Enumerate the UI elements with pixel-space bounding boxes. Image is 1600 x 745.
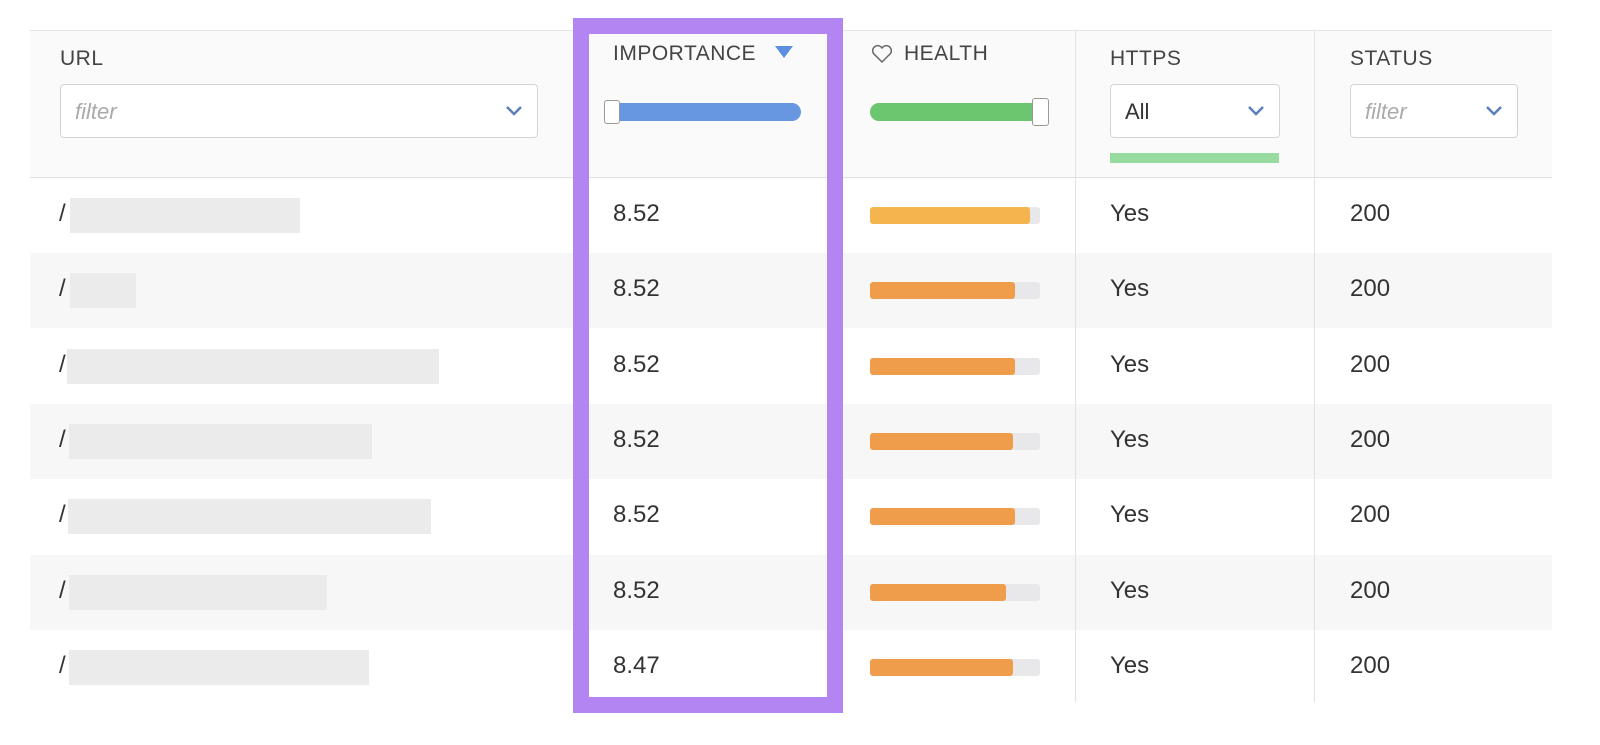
chevron-icon — [1248, 106, 1264, 116]
url-cell: / — [59, 651, 66, 679]
status-cell: 200 — [1350, 425, 1391, 453]
health-bar — [870, 508, 1015, 526]
filter-placeholder: filter — [1365, 99, 1407, 124]
health-bar-track — [870, 432, 1040, 450]
filter-active-indicator — [1110, 153, 1279, 163]
redacted-url — [67, 348, 439, 384]
importance-cell: 8.52 — [613, 200, 660, 227]
https-cell: Yes — [1110, 200, 1150, 227]
health-bar — [870, 207, 1030, 224]
url-cell: / — [59, 501, 66, 529]
redacted-url — [69, 574, 327, 610]
table-row: / 8.52 Yes 200 — [30, 403, 1552, 479]
status-cell: 200 — [1350, 651, 1391, 679]
health-bar-track — [870, 508, 1040, 526]
highlight-frame — [573, 18, 843, 713]
redacted-url — [70, 273, 136, 309]
filter-placeholder: filter — [75, 99, 117, 124]
column-divider — [1314, 30, 1315, 702]
redacted-url — [68, 499, 431, 535]
heart-icon — [871, 44, 893, 64]
health-bar — [870, 583, 1006, 601]
health-header[interactable]: HEALTH — [904, 42, 989, 65]
status-cell: 200 — [1350, 350, 1391, 378]
url-cell: / — [59, 425, 66, 453]
importance-cell: 8.52 — [613, 350, 660, 378]
https-cell: Yes — [1110, 576, 1150, 604]
redacted-url — [69, 649, 369, 685]
redacted-url — [69, 423, 372, 459]
https-header[interactable]: HTTPS — [1110, 47, 1182, 70]
health-bar-track — [870, 282, 1040, 300]
redacted-url — [70, 198, 300, 233]
chevron-icon — [506, 106, 522, 116]
column-divider — [1075, 30, 1076, 702]
https-filter[interactable]: All — [1110, 84, 1280, 138]
health-bar-track — [870, 207, 1040, 224]
health-bar — [870, 282, 1015, 300]
table-row: / 8.52 Yes 200 — [30, 178, 1552, 253]
table-row: / 8.52 Yes 200 — [30, 253, 1552, 329]
url-filter[interactable]: filter — [60, 84, 538, 138]
slider-handle[interactable] — [604, 100, 620, 124]
status-header[interactable]: STATUS — [1350, 47, 1433, 70]
status-filter[interactable]: filter — [1350, 84, 1518, 138]
url-cell: / — [59, 200, 66, 227]
url-cell: / — [59, 350, 66, 378]
https-cell: Yes — [1110, 350, 1150, 378]
chevron-icon — [1486, 106, 1502, 116]
status-cell: 200 — [1350, 501, 1391, 529]
table-row: / 8.52 Yes 200 — [30, 554, 1552, 630]
importance-cell: 8.52 — [613, 576, 660, 604]
importance-cell: 8.47 — [613, 651, 660, 679]
https-cell: Yes — [1110, 651, 1150, 679]
sort-arrow[interactable] — [775, 46, 793, 59]
https-cell: Yes — [1110, 425, 1150, 453]
health-bar-track — [870, 583, 1040, 601]
importance-cell: 8.52 — [613, 275, 660, 303]
url-cell: / — [59, 576, 66, 604]
filter-value: All — [1125, 99, 1150, 124]
health-slider[interactable] — [870, 103, 1042, 121]
table-row: / 8.52 Yes 200 — [30, 479, 1552, 554]
slider-handle[interactable] — [1032, 98, 1049, 126]
table-row: / 8.47 Yes 200 — [30, 630, 1552, 705]
health-bar — [870, 432, 1013, 450]
url-header[interactable]: URL — [60, 47, 104, 70]
https-cell: Yes — [1110, 501, 1150, 529]
status-cell: 200 — [1350, 275, 1391, 303]
table-row: / 8.52 Yes 200 — [30, 329, 1552, 404]
importance-cell: 8.52 — [613, 425, 660, 453]
health-bar-track — [870, 658, 1040, 676]
status-cell: 200 — [1350, 200, 1391, 227]
health-bar-track — [870, 357, 1040, 375]
importance-cell: 8.52 — [613, 501, 660, 529]
https-cell: Yes — [1110, 275, 1150, 303]
status-cell: 200 — [1350, 576, 1391, 604]
importance-slider[interactable] — [605, 103, 801, 121]
url-cell: / — [59, 275, 66, 303]
health-bar — [870, 357, 1015, 375]
importance-header[interactable]: IMPORTANCE — [613, 42, 757, 65]
health-bar — [870, 658, 1013, 676]
